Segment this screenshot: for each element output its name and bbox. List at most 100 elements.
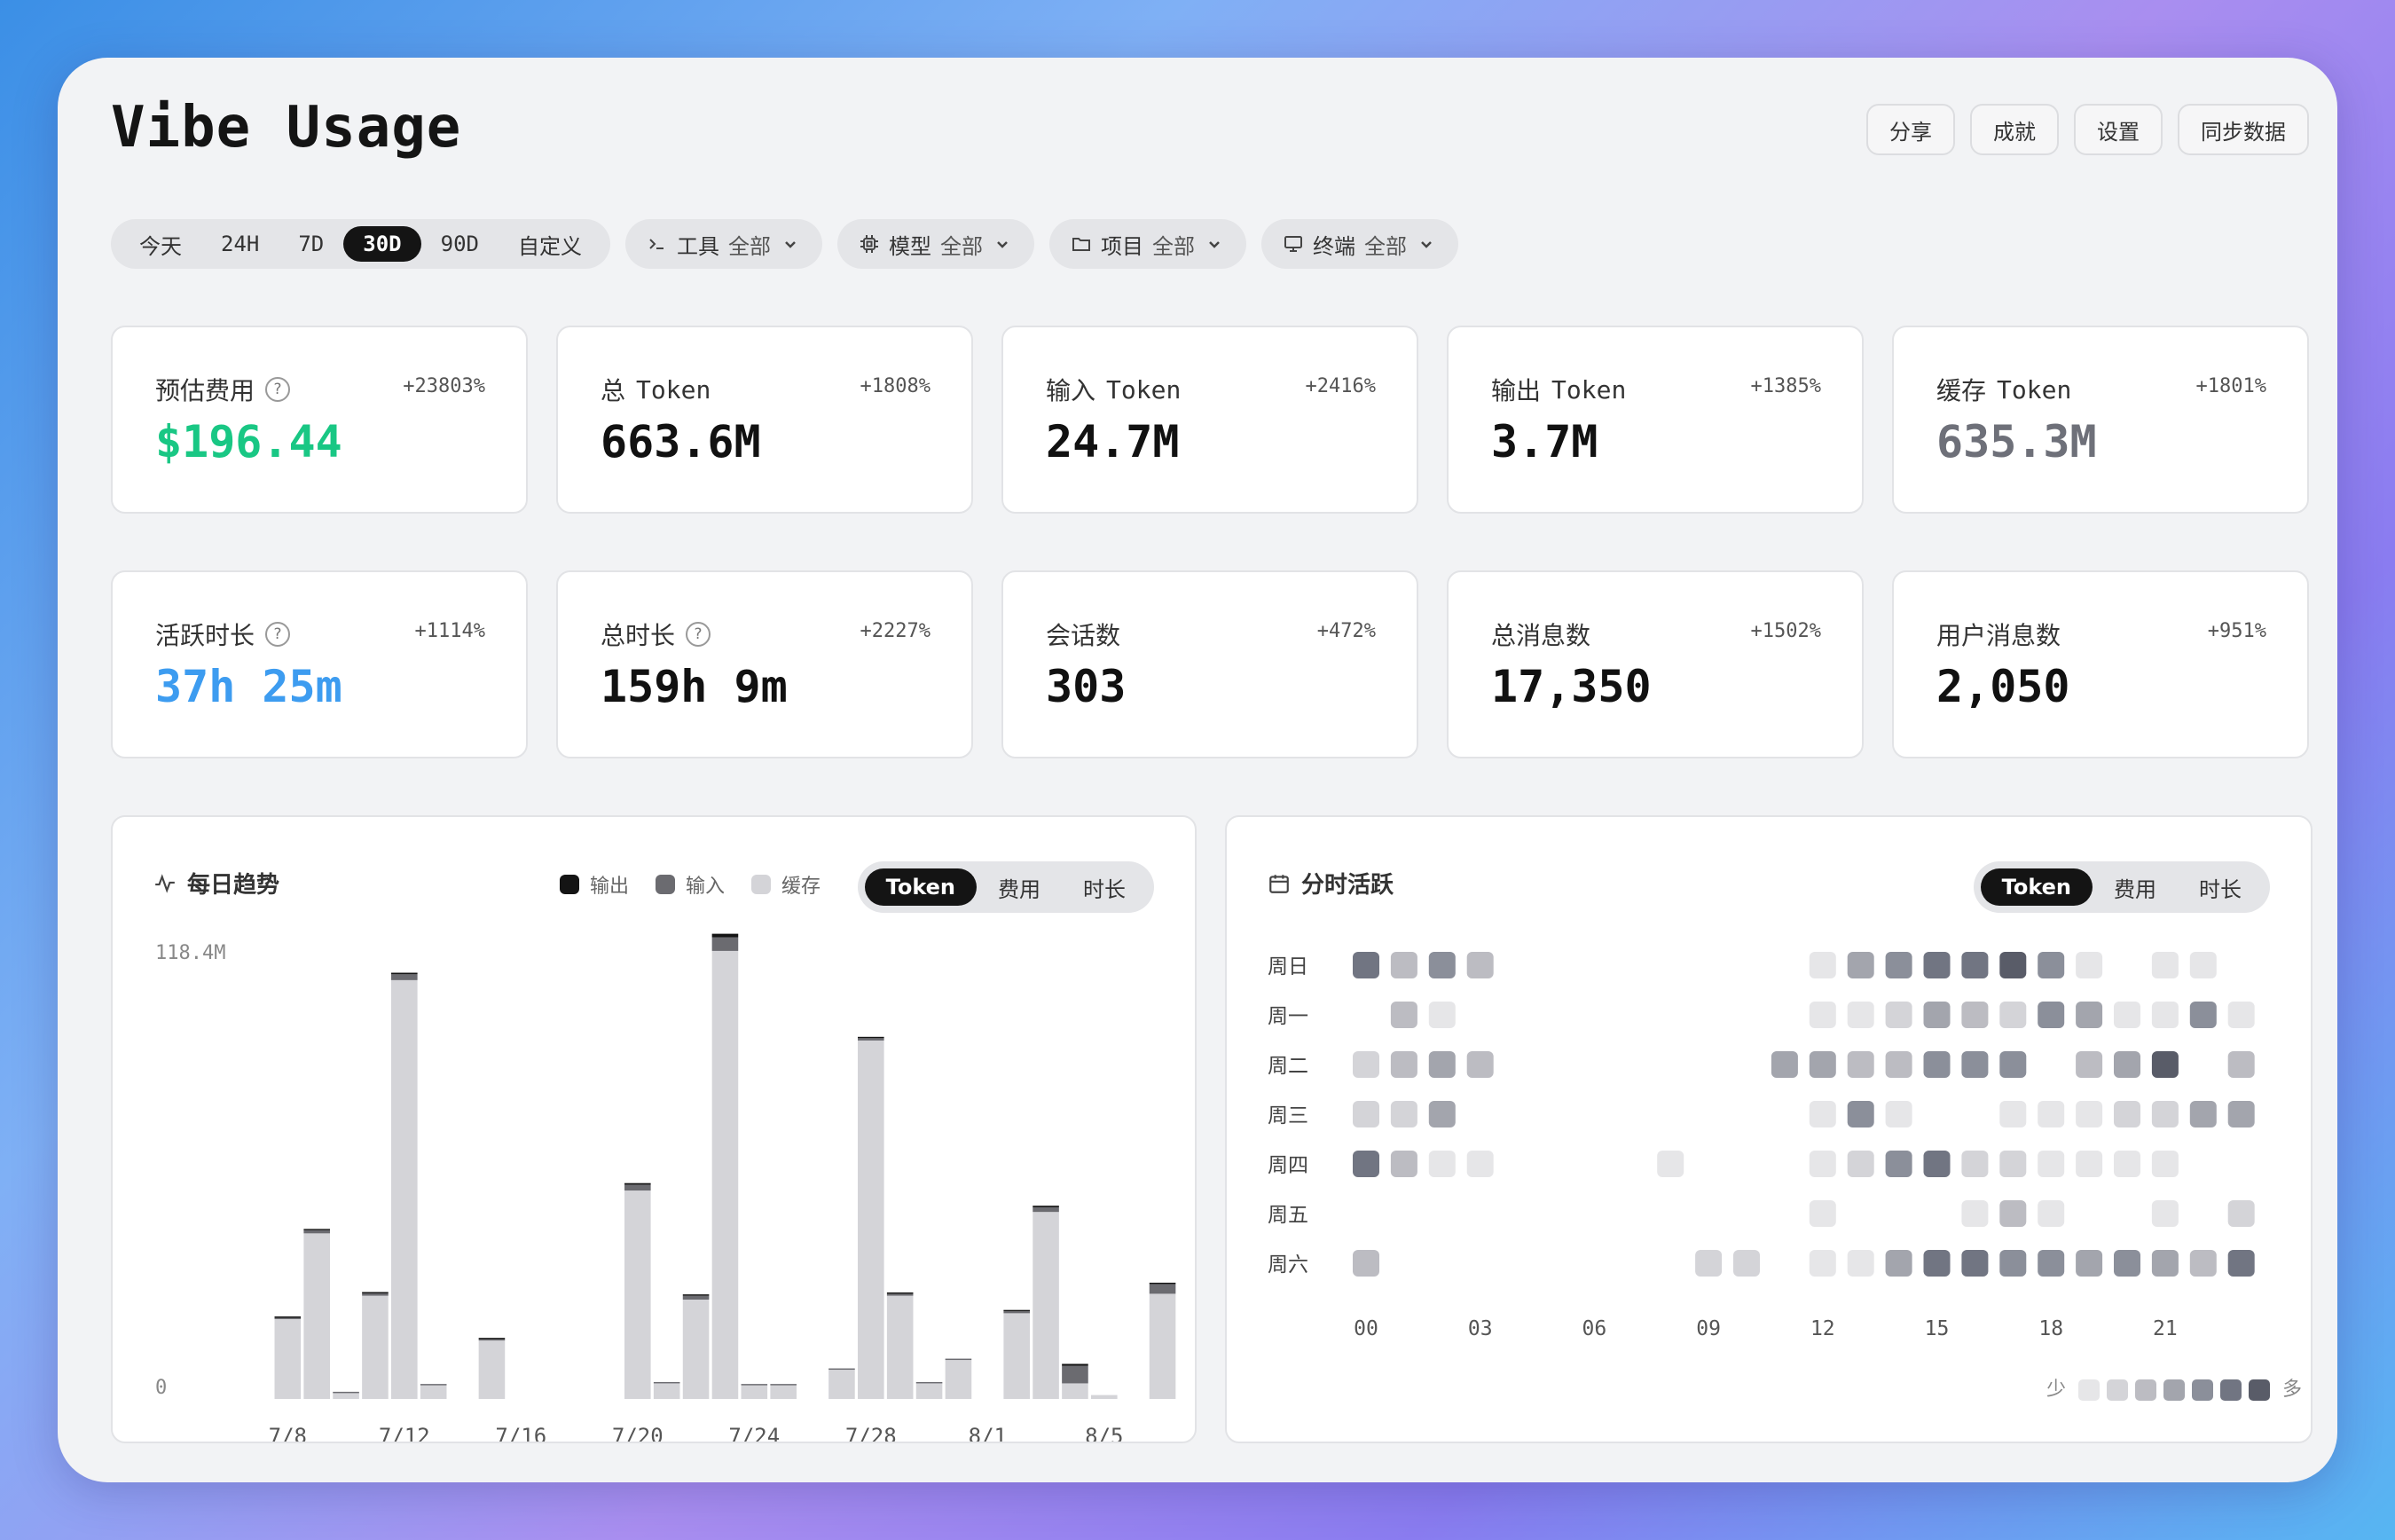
- heatmap-cell[interactable]: [1999, 952, 2027, 978]
- tab-token[interactable]: Token: [1980, 868, 2093, 906]
- bar-segment[interactable]: [274, 1317, 302, 1319]
- heatmap-cell[interactable]: [1353, 1051, 1379, 1078]
- heatmap-cell[interactable]: [1999, 1200, 2027, 1227]
- bar-segment[interactable]: [711, 933, 739, 938]
- bar-segment[interactable]: [770, 1384, 797, 1386]
- bar-segment[interactable]: [1033, 1212, 1059, 1399]
- bar-segment[interactable]: [624, 1184, 651, 1191]
- bar-segment[interactable]: [828, 1368, 855, 1371]
- heatmap-cell[interactable]: [1809, 952, 1836, 978]
- heatmap-cell[interactable]: [2189, 1002, 2217, 1028]
- heatmap-cell[interactable]: [2038, 1151, 2065, 1177]
- heatmap-cell[interactable]: [1961, 1151, 1989, 1177]
- bar-segment[interactable]: [391, 974, 418, 980]
- heatmap-cell[interactable]: [2189, 1250, 2217, 1277]
- bar-segment[interactable]: [858, 1038, 884, 1041]
- bar-segment[interactable]: [1033, 1206, 1059, 1213]
- range-custom[interactable]: 自定义: [517, 233, 582, 259]
- bar-segment[interactable]: [1062, 1365, 1088, 1384]
- heatmap-cell[interactable]: [2189, 1101, 2217, 1128]
- heatmap-cell[interactable]: [1353, 1101, 1379, 1128]
- heatmap-cell[interactable]: [1923, 1002, 1951, 1028]
- heatmap-cell[interactable]: [2114, 1101, 2140, 1128]
- bar-segment[interactable]: [333, 1393, 359, 1399]
- bar-segment[interactable]: [391, 979, 418, 1399]
- heatmap-cell[interactable]: [1847, 1101, 1874, 1128]
- range-90d[interactable]: 90D: [440, 232, 479, 256]
- heatmap-cell[interactable]: [1428, 1051, 1456, 1078]
- bar-segment[interactable]: [1149, 1282, 1176, 1285]
- tab-cost[interactable]: 费用: [998, 876, 1040, 902]
- settings-button[interactable]: 设置: [2074, 104, 2163, 155]
- heatmap-cell[interactable]: [1809, 1002, 1836, 1028]
- bar-segment[interactable]: [303, 1229, 330, 1230]
- heatmap-cell[interactable]: [1923, 1151, 1951, 1177]
- bar-segment[interactable]: [858, 1040, 884, 1399]
- range-24h[interactable]: 24H: [221, 232, 260, 256]
- heatmap-cell[interactable]: [1885, 1051, 1912, 1078]
- bar-segment[interactable]: [274, 1316, 302, 1318]
- share-button[interactable]: 分享: [1866, 104, 1955, 155]
- heatmap-cell[interactable]: [2189, 952, 2217, 978]
- bar-segment[interactable]: [1149, 1284, 1176, 1294]
- bar-segment[interactable]: [362, 1292, 389, 1293]
- bar-segment[interactable]: [828, 1370, 855, 1399]
- bar-segment[interactable]: [1033, 1206, 1059, 1207]
- heatmap-cell[interactable]: [1961, 1051, 1989, 1078]
- heatmap-cell[interactable]: [1353, 1151, 1379, 1177]
- heatmap-cell[interactable]: [2151, 1101, 2179, 1128]
- bar-segment[interactable]: [915, 1381, 943, 1384]
- bar-segment[interactable]: [362, 1295, 389, 1399]
- bar-segment[interactable]: [711, 950, 739, 1399]
- bar-segment[interactable]: [303, 1233, 330, 1399]
- heatmap-cell[interactable]: [1847, 1250, 1874, 1277]
- bar-segment[interactable]: [1003, 1311, 1030, 1314]
- help-icon[interactable]: ?: [686, 622, 711, 647]
- heatmap-cell[interactable]: [2151, 952, 2179, 978]
- heatmap-cell[interactable]: [1657, 1151, 1684, 1177]
- heatmap-cell[interactable]: [2151, 1200, 2179, 1227]
- bar-segment[interactable]: [333, 1391, 359, 1394]
- heatmap-cell[interactable]: [2151, 1051, 2179, 1078]
- bar-segment[interactable]: [1003, 1313, 1030, 1399]
- heatmap-cell[interactable]: [2114, 1250, 2140, 1277]
- bar-segment[interactable]: [1062, 1383, 1088, 1399]
- bar-segment[interactable]: [478, 1339, 506, 1341]
- bar-segment[interactable]: [478, 1340, 506, 1399]
- heatmap-cell[interactable]: [2038, 1250, 2065, 1277]
- heatmap-cell[interactable]: [2227, 1002, 2255, 1028]
- range-7d[interactable]: 7D: [298, 232, 325, 256]
- heatmap-cell[interactable]: [1923, 952, 1951, 978]
- heatmap-cell[interactable]: [2227, 1200, 2255, 1227]
- heatmap-cell[interactable]: [1466, 952, 1494, 978]
- bar-segment[interactable]: [1062, 1363, 1088, 1366]
- bar-segment[interactable]: [682, 1294, 710, 1296]
- bar-segment[interactable]: [624, 1182, 651, 1185]
- heatmap-cell[interactable]: [1923, 1051, 1951, 1078]
- terminal-filter[interactable]: 终端 全部: [1260, 219, 1458, 269]
- heatmap-cell[interactable]: [2114, 1051, 2140, 1078]
- range-30d[interactable]: 30D: [343, 226, 421, 262]
- heatmap-cell[interactable]: [1390, 952, 1417, 978]
- bar-segment[interactable]: [858, 1036, 884, 1039]
- heatmap-cell[interactable]: [1809, 1101, 1836, 1128]
- heatmap-cell[interactable]: [2227, 1051, 2255, 1078]
- heatmap-cell[interactable]: [1885, 1101, 1912, 1128]
- heatmap-cell[interactable]: [1847, 1151, 1874, 1177]
- heatmap-cell[interactable]: [2038, 1101, 2065, 1128]
- bar-segment[interactable]: [886, 1293, 914, 1296]
- bar-segment[interactable]: [915, 1383, 943, 1399]
- bar-segment[interactable]: [274, 1318, 302, 1399]
- bar-segment[interactable]: [741, 1384, 768, 1386]
- heatmap-cell[interactable]: [2038, 952, 2065, 978]
- bar-segment[interactable]: [711, 937, 739, 951]
- heatmap-cell[interactable]: [1695, 1250, 1723, 1277]
- bar-segment[interactable]: [362, 1292, 389, 1296]
- range-today[interactable]: 今天: [139, 233, 182, 259]
- heatmap-cell[interactable]: [1885, 1002, 1912, 1028]
- heatmap-cell[interactable]: [2151, 1250, 2179, 1277]
- heatmap-cell[interactable]: [1885, 952, 1912, 978]
- heatmap-cell[interactable]: [1999, 1101, 2027, 1128]
- heatmap-cell[interactable]: [2076, 1002, 2103, 1028]
- heatmap-cell[interactable]: [1961, 1250, 1989, 1277]
